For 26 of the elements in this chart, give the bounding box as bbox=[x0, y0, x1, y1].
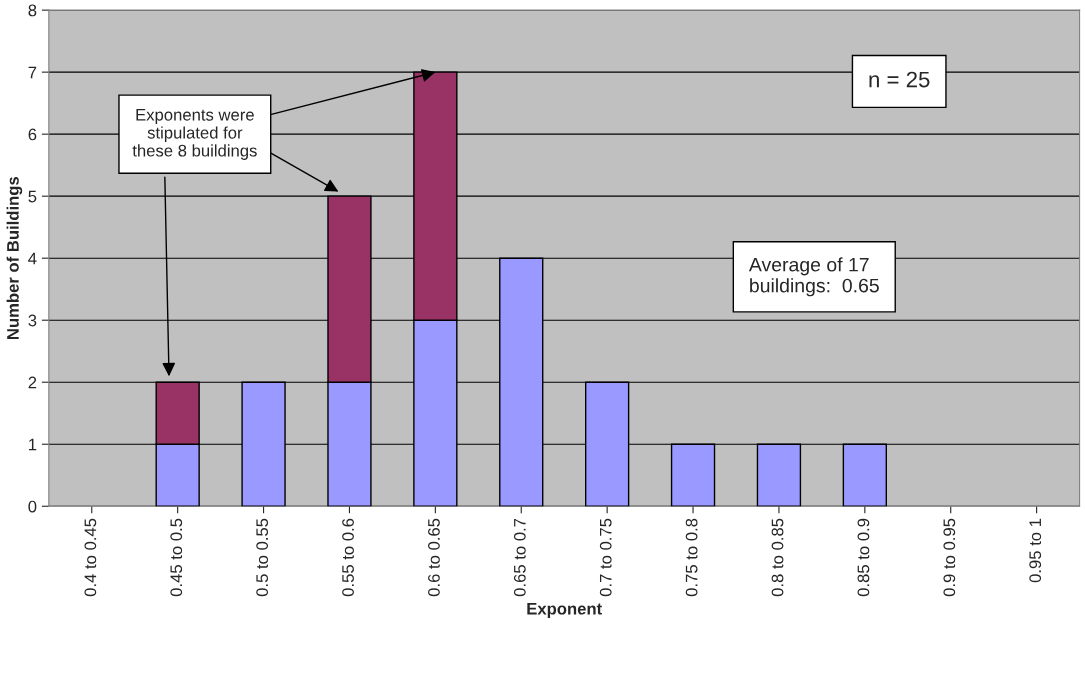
y-tick-label: 4 bbox=[28, 252, 37, 265]
x-tick-label: 0.6 to 0.65 bbox=[428, 518, 440, 597]
y-tick-label: 3 bbox=[28, 314, 37, 327]
annotation: Exponents were stipulated for these 8 buildings bbox=[132, 109, 257, 160]
y-tick-label: 8 bbox=[28, 4, 37, 17]
y-tick-label: 2 bbox=[28, 376, 37, 389]
y-tick-label: 7 bbox=[28, 66, 37, 79]
x-tick-label: 0.8 to 0.85 bbox=[771, 518, 784, 597]
x-tick-label: 0.75 to 0.8 bbox=[685, 518, 698, 597]
y-tick-label: 6 bbox=[28, 128, 37, 141]
x-tick-label: 0.95 to 1 bbox=[1029, 518, 1042, 583]
x-tick-label: 0.9 to 0.95 bbox=[943, 518, 956, 597]
x-tick-label: 0.85 to 0.9 bbox=[857, 518, 870, 597]
x-tick-label: 0.45 to 0.5 bbox=[170, 518, 183, 597]
x-tick-label: 0.7 to 0.75 bbox=[599, 518, 612, 597]
x-tick-label: 0.55 to 0.6 bbox=[342, 518, 354, 597]
x-tick-label: 0.5 to 0.55 bbox=[256, 518, 269, 597]
y-tick-label: 1 bbox=[29, 438, 37, 451]
y-axis-title: Number of Buildings bbox=[6, 176, 23, 340]
x-tick-label: 0.4 to 0.45 bbox=[84, 518, 97, 597]
y-tick-label: 5 bbox=[28, 190, 37, 203]
annotation: Average of 17 buildings: 0.65 bbox=[748, 257, 879, 297]
annotation: n = 25 bbox=[869, 71, 930, 88]
y-tick-label: 0 bbox=[28, 500, 37, 513]
x-tick-label: 0.65 to 0.7 bbox=[513, 518, 526, 597]
x-axis-title: Exponent bbox=[527, 602, 602, 618]
